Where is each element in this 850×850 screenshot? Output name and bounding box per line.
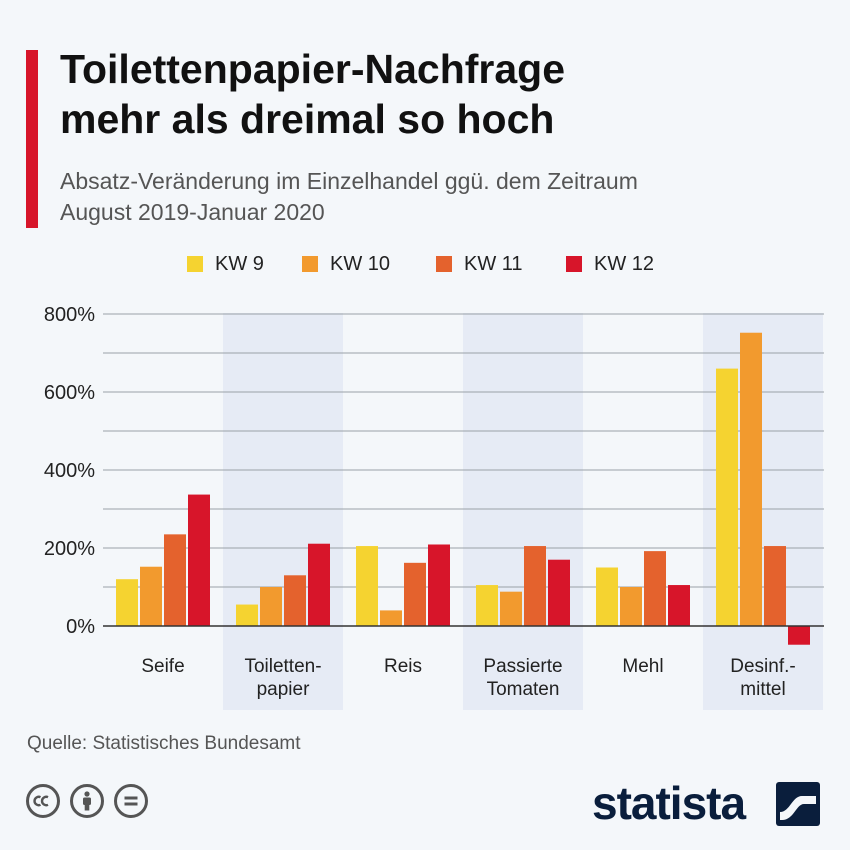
category-band bbox=[223, 313, 343, 710]
bar bbox=[644, 551, 666, 626]
nd-icon[interactable] bbox=[114, 784, 148, 818]
chart-title-line-1: Toilettenpapier-Nachfrage bbox=[60, 46, 565, 92]
chart-title: Toilettenpapier-Nachfrage mehr als dreim… bbox=[60, 44, 830, 144]
bar bbox=[548, 559, 570, 626]
bar bbox=[356, 546, 378, 626]
bar bbox=[716, 368, 738, 626]
bar bbox=[308, 543, 330, 626]
chart-subtitle-line-1: Absatz-Veränderung im Einzelhandel ggü. … bbox=[60, 168, 638, 194]
y-tick-label: 400% bbox=[44, 460, 95, 482]
bar bbox=[140, 566, 162, 626]
bar bbox=[668, 585, 690, 626]
chart-subtitle: Absatz-Veränderung im Einzelhandel ggü. … bbox=[60, 166, 830, 228]
legend-swatch-kw9 bbox=[187, 256, 203, 272]
category-label: Desinf.- bbox=[730, 656, 795, 677]
statista-logo-icon bbox=[776, 782, 820, 826]
license-icons bbox=[26, 784, 176, 824]
cc-icon[interactable] bbox=[26, 784, 60, 818]
chart-subtitle-line-2: August 2019-Januar 2020 bbox=[60, 199, 325, 225]
y-tick-label: 0% bbox=[66, 616, 95, 638]
chart-title-line-2: mehr als dreimal so hoch bbox=[60, 96, 555, 142]
bar bbox=[236, 604, 258, 626]
category-label: Passierte bbox=[483, 656, 562, 677]
bar bbox=[260, 587, 282, 626]
bar bbox=[188, 494, 210, 626]
category-label: Reis bbox=[384, 656, 422, 677]
legend-swatch-kw10 bbox=[302, 256, 318, 272]
legend-swatch-kw11 bbox=[436, 256, 452, 272]
bar bbox=[620, 587, 642, 626]
legend-label-kw11: KW 11 bbox=[464, 253, 523, 275]
by-icon[interactable] bbox=[70, 784, 104, 818]
bar bbox=[596, 567, 618, 626]
y-tick-label: 600% bbox=[44, 382, 95, 404]
bar bbox=[428, 544, 450, 626]
bar bbox=[500, 591, 522, 626]
bar bbox=[740, 332, 762, 626]
category-label: Seife bbox=[141, 656, 184, 677]
brand-name: statista bbox=[592, 777, 746, 829]
legend-label-kw12: KW 12 bbox=[594, 253, 655, 275]
bar bbox=[164, 534, 186, 626]
bar bbox=[524, 546, 546, 626]
legend-label-kw9: KW 9 bbox=[215, 253, 264, 275]
bar bbox=[476, 585, 498, 626]
category-label: Mehl bbox=[622, 656, 663, 677]
bar bbox=[380, 610, 402, 626]
category-label: papier bbox=[257, 679, 310, 700]
source-note: Quelle: Statistisches Bundesamt bbox=[27, 733, 301, 754]
y-tick-label: 200% bbox=[44, 538, 95, 560]
bar bbox=[116, 579, 138, 626]
legend-swatch-kw12 bbox=[566, 256, 582, 272]
accent-bar bbox=[26, 50, 38, 228]
category-label: Toiletten- bbox=[244, 656, 321, 677]
y-tick-label: 800% bbox=[44, 304, 95, 326]
legend-label-kw10: KW 10 bbox=[330, 253, 391, 275]
bar bbox=[284, 575, 306, 626]
category-label: mittel bbox=[740, 679, 785, 700]
bar bbox=[764, 546, 786, 626]
statista-logo[interactable]: statista bbox=[592, 776, 832, 829]
category-label: Tomaten bbox=[487, 679, 560, 700]
bar bbox=[404, 562, 426, 626]
legend: KW 9 KW 10 KW 11 KW 12 bbox=[0, 249, 850, 279]
category-band bbox=[463, 313, 583, 710]
bar bbox=[788, 626, 810, 645]
